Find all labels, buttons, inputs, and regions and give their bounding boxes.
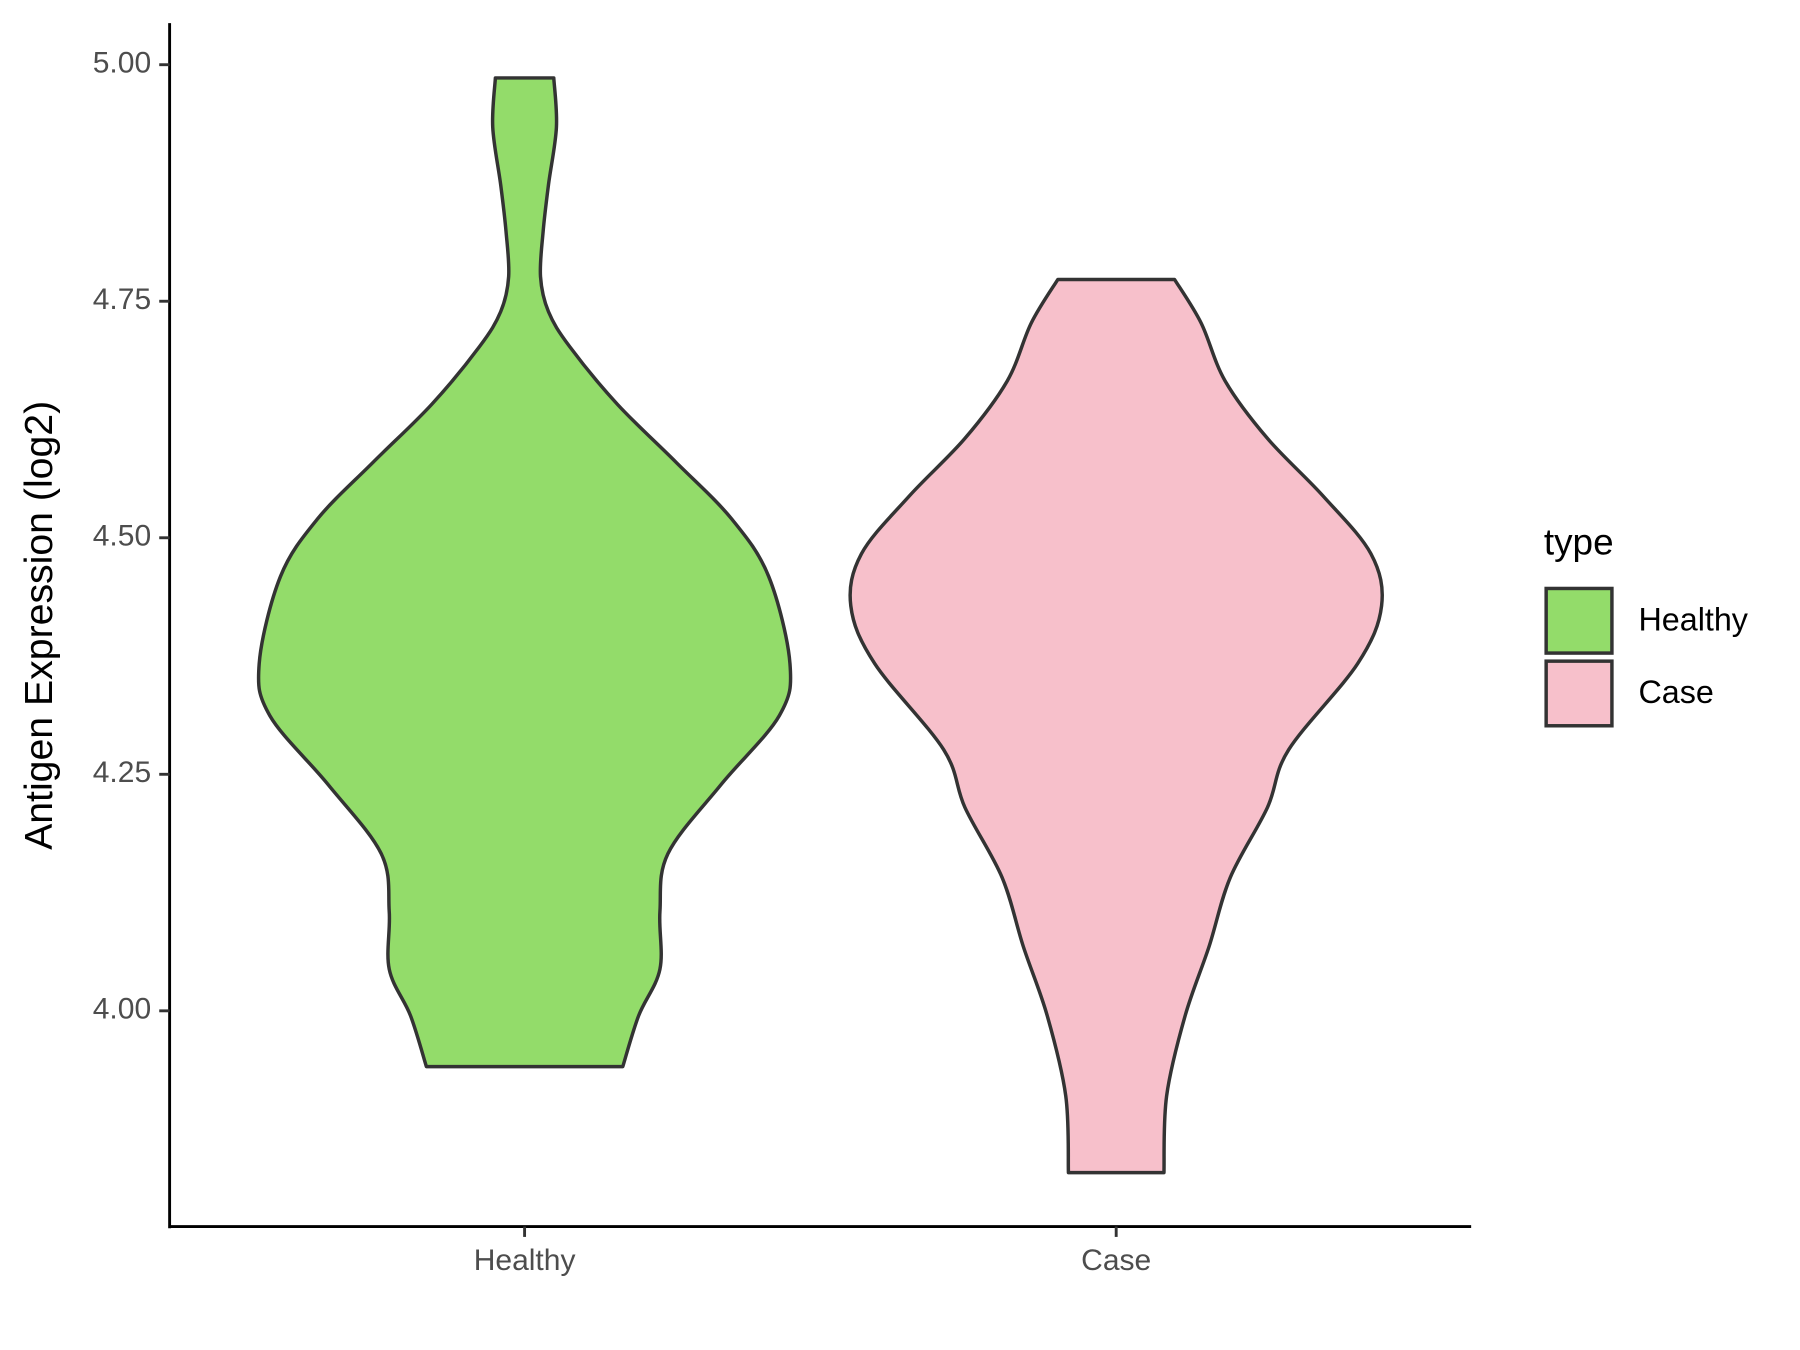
legend-label: Healthy xyxy=(1638,601,1748,637)
y-tick-label: 4.50 xyxy=(93,520,151,553)
legend-key xyxy=(1544,586,1614,655)
legend-key xyxy=(1544,659,1614,728)
y-tick-label: 4.00 xyxy=(93,993,151,1026)
y-axis-title: Antigen Expression (log2) xyxy=(17,401,61,850)
y-tick-label: 5.00 xyxy=(93,47,151,80)
legend-title: type xyxy=(1544,521,1614,562)
y-tick-label: 4.75 xyxy=(93,283,151,316)
violin xyxy=(848,277,1384,1175)
y-tick-label: 4.25 xyxy=(93,756,151,789)
x-tick-label: Case xyxy=(1081,1244,1151,1277)
legend-label: Case xyxy=(1638,674,1713,710)
violin xyxy=(256,76,793,1069)
x-tick-label: Healthy xyxy=(474,1244,576,1277)
